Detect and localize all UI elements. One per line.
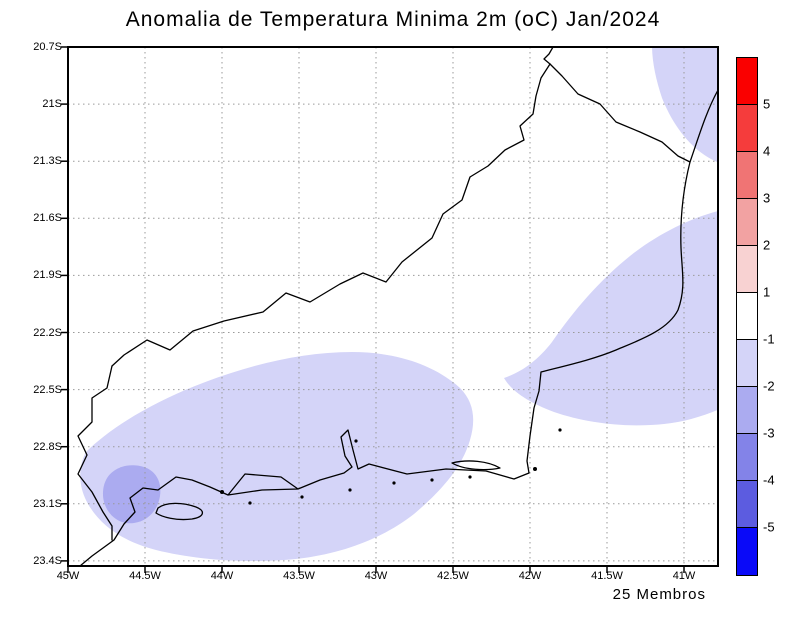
y-tick-label: 22.8S xyxy=(33,440,62,453)
coastline xyxy=(79,89,718,566)
map-boundaries xyxy=(77,47,718,566)
island-dot xyxy=(300,495,304,499)
colorbar-segment xyxy=(737,246,757,293)
small-islands xyxy=(220,428,562,505)
island-dot xyxy=(558,428,562,432)
colorbar-segment xyxy=(737,58,757,105)
colorbar-segment xyxy=(737,528,757,575)
colorbar-segment xyxy=(737,105,757,152)
island-dot xyxy=(348,488,352,492)
island-dot xyxy=(220,490,224,494)
x-tick-label: 42.5W xyxy=(437,570,469,582)
x-tick-label: 44.5W xyxy=(129,570,161,582)
y-tick-label: 22.5S xyxy=(33,383,62,396)
chart-title: Anomalia de Temperatura Minima 2m (oC) J… xyxy=(125,8,661,31)
island-dot xyxy=(354,439,358,443)
ilha-grande-island xyxy=(155,502,203,521)
state-border-rj-es xyxy=(549,63,691,163)
colorbar-segment xyxy=(737,152,757,199)
colorbar-tick-label: -3 xyxy=(763,425,775,441)
state-border-rj-mg xyxy=(111,63,551,367)
x-tick-label: 43W xyxy=(364,570,388,582)
island-dot xyxy=(533,467,537,471)
x-tick-label: 41W xyxy=(672,570,696,582)
x-tick-label: 44W xyxy=(210,570,234,582)
x-tick-label: 45W xyxy=(56,570,80,582)
colorbar-tick-label: -5 xyxy=(763,519,775,535)
y-tick-label: 21.6S xyxy=(33,212,62,225)
island-dot xyxy=(430,478,434,482)
y-tick-label: 20.7S xyxy=(33,41,62,53)
grid-lines xyxy=(68,47,718,566)
y-tick-label: 22.2S xyxy=(33,326,62,339)
state-border-mg-es xyxy=(543,47,554,65)
x-tick-label: 41.5W xyxy=(591,570,623,582)
shaded-region-east xyxy=(504,211,718,426)
anomaly-shading xyxy=(80,47,718,562)
colorbar-segment xyxy=(737,434,757,481)
y-tick-label: 21.9S xyxy=(33,269,62,282)
colorbar-tick-label: 4 xyxy=(763,143,771,159)
state-border-rj-sp xyxy=(77,365,113,541)
colorbar-segment xyxy=(737,340,757,387)
colorbar-segment xyxy=(737,199,757,246)
colorbar-tick-label: 1 xyxy=(763,284,771,300)
x-tick-label: 43.5W xyxy=(283,570,315,582)
y-tick-label: 21.3S xyxy=(33,155,62,168)
axis-ticks xyxy=(61,46,685,573)
colorbar-tick-label: -2 xyxy=(763,378,775,394)
araruama-lagoon xyxy=(451,460,501,471)
colorbar-tick-label: 3 xyxy=(763,190,771,206)
shaded-region-ilha-grande xyxy=(102,465,161,524)
ensemble-members-label: 25 Membros xyxy=(612,586,706,603)
plot-frame xyxy=(67,46,719,567)
colorbar-tick-label: 2 xyxy=(763,237,771,253)
y-tick-label: 23.1S xyxy=(33,497,62,510)
shaded-region-northeast-corner xyxy=(652,47,718,163)
colorbar-tick-label: -4 xyxy=(763,472,775,488)
colorbar-segment xyxy=(737,481,757,528)
colorbar-tick-label: 5 xyxy=(763,96,771,112)
colorbar xyxy=(736,57,758,576)
colorbar-segment xyxy=(737,293,757,340)
colorbar-segment xyxy=(737,387,757,434)
shaded-region-southwest xyxy=(80,352,474,562)
island-dot xyxy=(248,501,252,505)
colorbar-tick-label: -1 xyxy=(763,331,775,347)
x-tick-label: 42W xyxy=(518,570,542,582)
island-dot xyxy=(468,475,472,479)
island-dot xyxy=(392,481,396,485)
y-tick-label: 23.4S xyxy=(33,554,62,567)
y-tick-label: 21S xyxy=(42,98,62,111)
